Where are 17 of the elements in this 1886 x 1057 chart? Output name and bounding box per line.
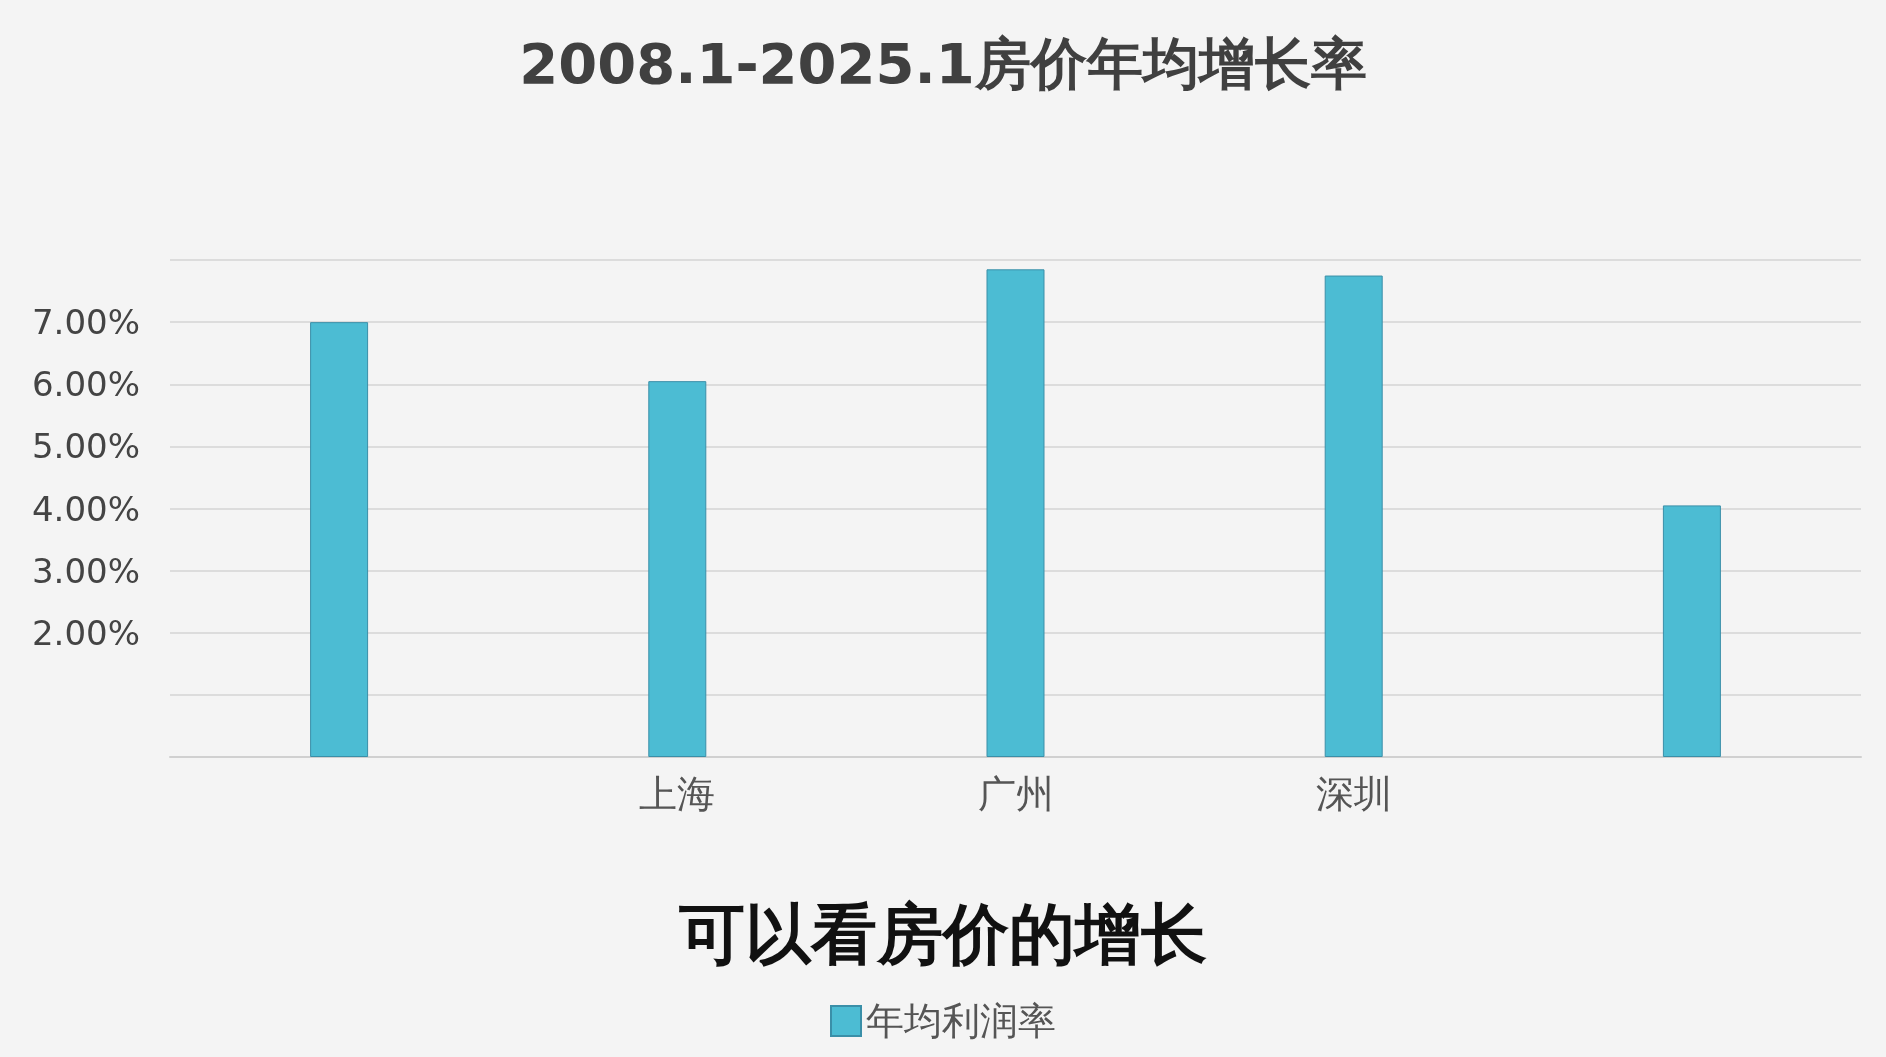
bar bbox=[1324, 275, 1383, 757]
bar bbox=[1662, 505, 1721, 757]
y-tick-label: 5.00% bbox=[31, 426, 140, 467]
chart-title: 2008.1-2025.1房价年均增长率 bbox=[519, 30, 1367, 96]
legend-label: 年均利润率 bbox=[866, 999, 1056, 1043]
bar bbox=[648, 381, 707, 757]
bar bbox=[986, 269, 1045, 757]
text: 可以看房价的增长 bbox=[678, 895, 1207, 973]
y-tick-label: 3.00% bbox=[31, 550, 140, 591]
x-tick-label: 上海 bbox=[639, 772, 716, 816]
y-tick-label: 4.00% bbox=[31, 488, 140, 529]
bar bbox=[310, 322, 369, 757]
x-tick-label: 广州 bbox=[977, 772, 1054, 816]
y-tick-label: 2.00% bbox=[31, 612, 140, 653]
x-tick-label: 深圳 bbox=[1315, 772, 1392, 816]
y-tick-label: 7.00% bbox=[31, 302, 140, 343]
y-tick-label: 6.00% bbox=[31, 364, 140, 405]
